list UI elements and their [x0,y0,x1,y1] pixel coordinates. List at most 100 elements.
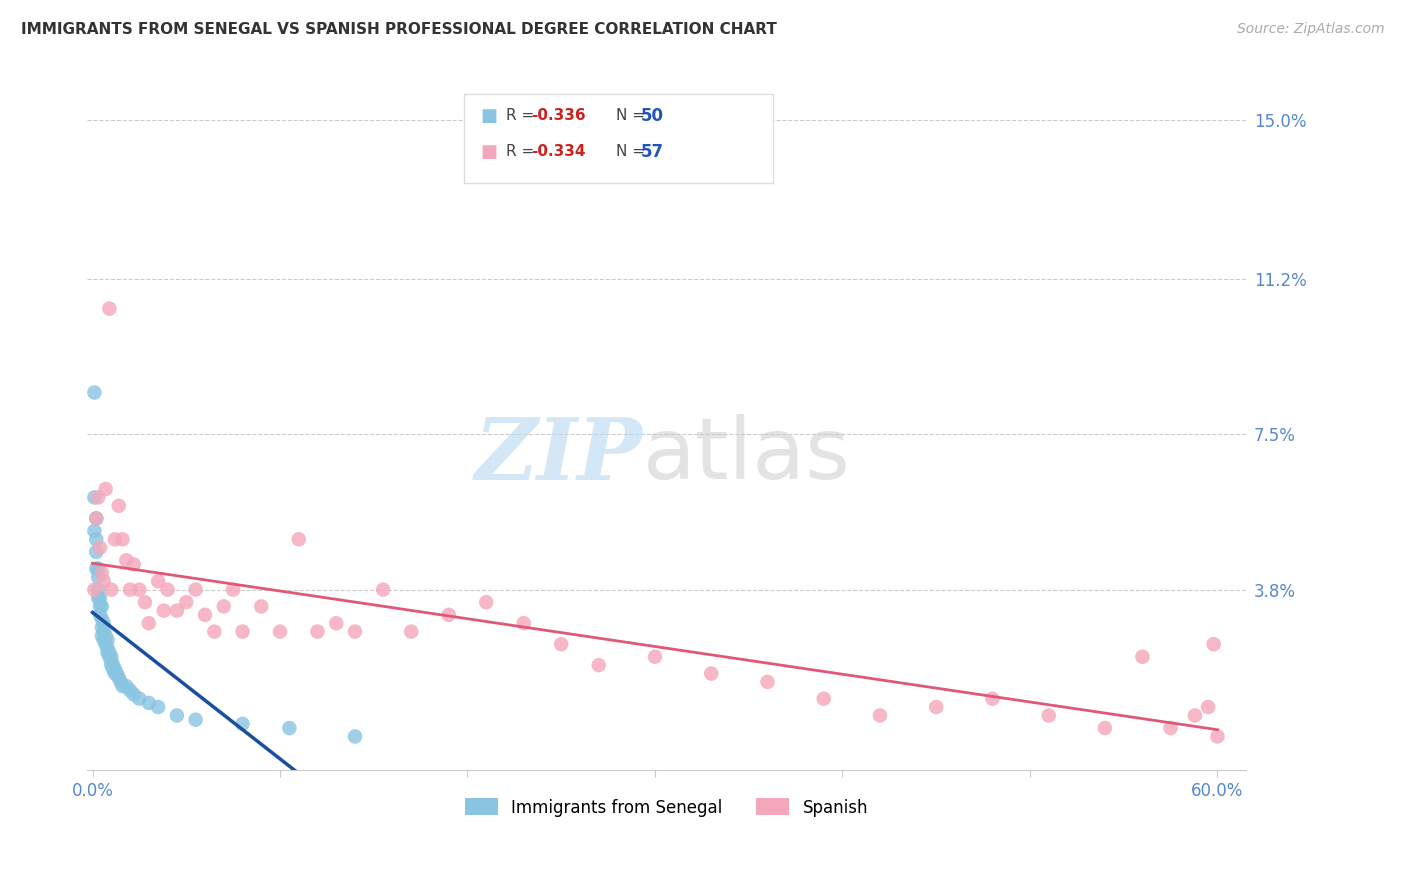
Point [588,658,610,673]
Text: -0.336: -0.336 [531,109,586,123]
Point [111,533,134,547]
Point [107,499,129,513]
Point [152,604,174,618]
Point [307,624,329,639]
Point [644,649,666,664]
Point [343,730,366,744]
Point [122,688,145,702]
Point [118,683,141,698]
Point [89,607,111,622]
Point [107,671,129,685]
Point [184,713,207,727]
Text: atlas: atlas [643,414,851,497]
Point [104,666,127,681]
Point [278,721,301,735]
Point [1132,649,1154,664]
Point [325,616,347,631]
Point [87,591,110,605]
Point [222,582,245,597]
Point [146,574,169,589]
Point [89,591,111,605]
Text: ■: ■ [481,143,498,161]
Point [202,624,225,639]
Point [98,646,121,660]
Text: ■: ■ [481,107,498,125]
Point [90,566,112,580]
Point [94,482,117,496]
Text: -0.334: -0.334 [531,145,586,159]
Point [101,658,124,673]
Text: R =: R = [506,109,540,123]
Text: IMMIGRANTS FROM SENEGAL VS SPANISH PROFESSIONAL DEGREE CORRELATION CHART: IMMIGRANTS FROM SENEGAL VS SPANISH PROFE… [21,22,778,37]
Point [96,632,118,647]
Text: 50: 50 [641,107,664,125]
Point [231,624,253,639]
Point [104,662,127,676]
Point [98,301,121,316]
Point [250,599,273,614]
Point [96,646,118,660]
Point [550,637,572,651]
Point [138,696,160,710]
Point [174,595,197,609]
Point [118,582,141,597]
Point [813,691,835,706]
Point [184,582,207,597]
Point [90,612,112,626]
Point [156,582,179,597]
Point [83,524,105,538]
Point [115,679,138,693]
Point [84,533,107,547]
Point [83,582,105,597]
Point [128,691,150,706]
Point [87,570,110,584]
Legend: Immigrants from Senegal, Spanish: Immigrants from Senegal, Spanish [458,792,875,823]
Point [104,533,127,547]
Point [105,666,128,681]
Point [84,545,107,559]
Text: 57: 57 [641,143,664,161]
Point [100,654,122,668]
Point [83,491,105,505]
Point [89,599,111,614]
Point [100,582,122,597]
Point [475,595,498,609]
Point [96,641,118,656]
Point [1202,637,1225,651]
Point [146,700,169,714]
Point [166,708,188,723]
Point [869,708,891,723]
Point [231,717,253,731]
Point [84,511,107,525]
Point [756,674,779,689]
Point [343,624,366,639]
Point [93,632,115,647]
Point [87,562,110,576]
Point [128,582,150,597]
Point [1160,721,1182,735]
Point [84,511,107,525]
Point [371,582,394,597]
Point [287,533,309,547]
Point [93,616,115,631]
Text: ZIP: ZIP [475,414,643,497]
Point [94,629,117,643]
Point [399,624,422,639]
Point [94,637,117,651]
Point [101,662,124,676]
Point [100,649,122,664]
Point [90,599,112,614]
Point [93,624,115,639]
Point [1197,700,1219,714]
Point [83,385,105,400]
Point [98,649,121,664]
Point [1094,721,1116,735]
Point [87,491,110,505]
Point [115,553,138,567]
Text: N =: N = [616,145,650,159]
Point [166,604,188,618]
Point [437,607,460,622]
Point [89,541,111,555]
Text: R =: R = [506,145,540,159]
Point [194,607,217,622]
